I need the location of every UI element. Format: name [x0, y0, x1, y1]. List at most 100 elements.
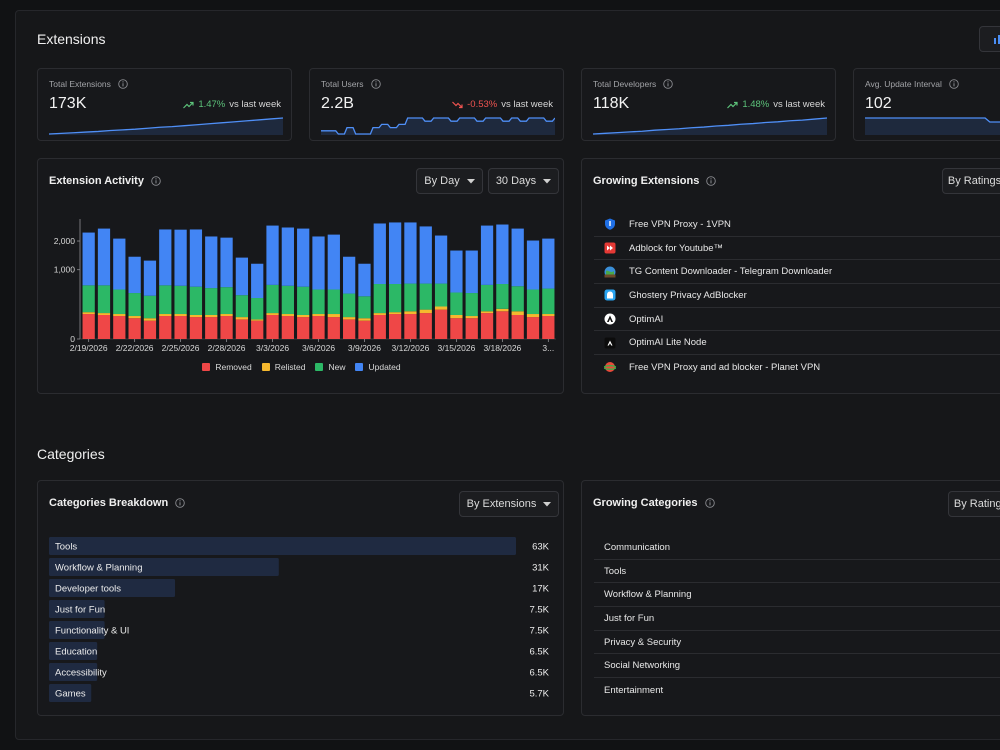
legend-swatch	[202, 363, 210, 371]
legend-label: Relisted	[275, 362, 306, 372]
x-tick-label: 2/22/2026	[116, 343, 154, 353]
stat-change-row: -0.53%vs last week	[452, 99, 553, 110]
stat-card: Total Extensions173K1.47%vs last week	[37, 68, 292, 141]
dropdown[interactable]: By Ratings	[948, 491, 1000, 517]
bar-segment	[159, 316, 171, 339]
category-value: 7.5K	[529, 625, 549, 636]
bar-segment	[512, 229, 524, 287]
info-icon	[705, 498, 715, 508]
bar-segment	[220, 287, 232, 314]
bar-segment	[251, 298, 263, 319]
bar-segment	[420, 310, 432, 313]
bar-segment	[266, 226, 278, 285]
x-tick-label: 3/12/2026	[392, 343, 430, 353]
bar-segment	[420, 313, 432, 339]
sparkline	[49, 115, 283, 135]
category-name: Education	[55, 646, 97, 657]
bar-segment	[374, 284, 386, 313]
category-value: 7.5K	[529, 604, 549, 615]
stat-comparison: vs last week	[229, 99, 281, 110]
list-item-name: Adblock for Youtube™	[629, 243, 723, 254]
bar-segment	[527, 290, 539, 314]
stat-label: Total Users	[321, 79, 364, 89]
stat-card: Total Developers118K1.48%vs last week	[581, 68, 836, 141]
stat-label: Total Extensions	[49, 79, 111, 89]
y-tick-label: 2,000	[54, 236, 76, 246]
bar-segment	[542, 239, 554, 289]
bar-segment	[144, 261, 156, 296]
list-row: OptimAI Lite Node	[594, 332, 1000, 356]
dropdown-label: By Ratings	[948, 175, 1000, 187]
extension-icon	[604, 242, 616, 254]
bar-segment	[83, 285, 95, 312]
stat-label: Total Developers	[593, 79, 656, 89]
x-tick-label: 3...	[542, 343, 554, 353]
bar-segment	[190, 315, 202, 317]
trend-arrow-shape	[728, 102, 738, 108]
bar-segment	[404, 284, 416, 312]
activity-card: Extension ActivityBy Day30 Days01,0002,0…	[37, 158, 564, 394]
bar-segment	[527, 241, 539, 290]
bar-segment	[481, 311, 493, 313]
stat-comparison: vs last week	[501, 99, 553, 110]
bar-segment	[435, 310, 447, 339]
category-name: Games	[55, 688, 86, 699]
list-item-name: Just for Fun	[604, 613, 654, 624]
info-icon	[706, 176, 716, 186]
list-item-name: Social Networking	[604, 660, 680, 671]
bar-segment	[251, 321, 263, 339]
chart-view-button[interactable]	[979, 26, 1000, 52]
bar-segment	[205, 288, 217, 315]
bar-segment	[113, 239, 125, 290]
list-row: Just for Fun	[594, 607, 1000, 631]
bar-segment	[297, 317, 309, 339]
list-item-name: Ghostery Privacy AdBlocker	[629, 290, 747, 301]
bar-segment	[374, 315, 386, 339]
bar-segment	[129, 257, 141, 293]
bar-segment	[297, 315, 309, 317]
bar-segment	[389, 222, 401, 284]
bar-segment	[144, 296, 156, 318]
bar-segment	[113, 290, 125, 314]
bar-segment	[466, 318, 478, 339]
bar-segment	[420, 284, 432, 310]
sparkline	[593, 115, 827, 135]
category-value: 31K	[532, 562, 550, 573]
bar-segment	[404, 314, 416, 339]
card-title: Growing Categories	[593, 497, 698, 509]
list-row: OptimAI	[594, 308, 1000, 332]
trend-arrow	[452, 101, 463, 109]
bar-segment	[266, 315, 278, 339]
stat-card: Total Users2.2B-0.53%vs last week	[309, 68, 564, 141]
list-item-name: Tools	[604, 566, 626, 577]
bar-segment	[174, 314, 186, 316]
bar-segment	[220, 238, 232, 288]
sparkline-area	[865, 118, 1000, 135]
bar-segment	[159, 285, 171, 314]
bar-segment	[129, 293, 141, 316]
stat-value: 173K	[49, 95, 86, 113]
dropdown[interactable]: By Ratings	[942, 168, 1000, 194]
list-row: Free VPN Proxy and ad blocker - Planet V…	[594, 355, 1000, 379]
bar-segment	[496, 284, 508, 309]
legend-item: Updated	[355, 362, 400, 372]
info-dot	[953, 81, 954, 82]
x-tick-label: 2/25/2026	[162, 343, 200, 353]
bar-segment	[328, 290, 340, 314]
bar-segment	[435, 307, 447, 310]
bar-segment	[435, 284, 447, 307]
stat-value: 118K	[593, 95, 629, 113]
bar-segment	[527, 317, 539, 339]
category-name: Functionality & UI	[55, 625, 129, 636]
card-title-row: Growing Categories	[593, 497, 715, 509]
bar-segment	[98, 313, 110, 315]
list-row: Tools	[594, 560, 1000, 584]
stat-label-row: Avg. Update Interval	[865, 79, 959, 89]
bar-segment	[358, 321, 370, 339]
legend-label: Removed	[215, 362, 251, 372]
bar-segment	[466, 316, 478, 318]
bar-segment	[466, 251, 478, 293]
bar-segment	[512, 286, 524, 311]
x-tick-label: 3/9/2026	[348, 343, 381, 353]
info-icon	[663, 79, 673, 89]
